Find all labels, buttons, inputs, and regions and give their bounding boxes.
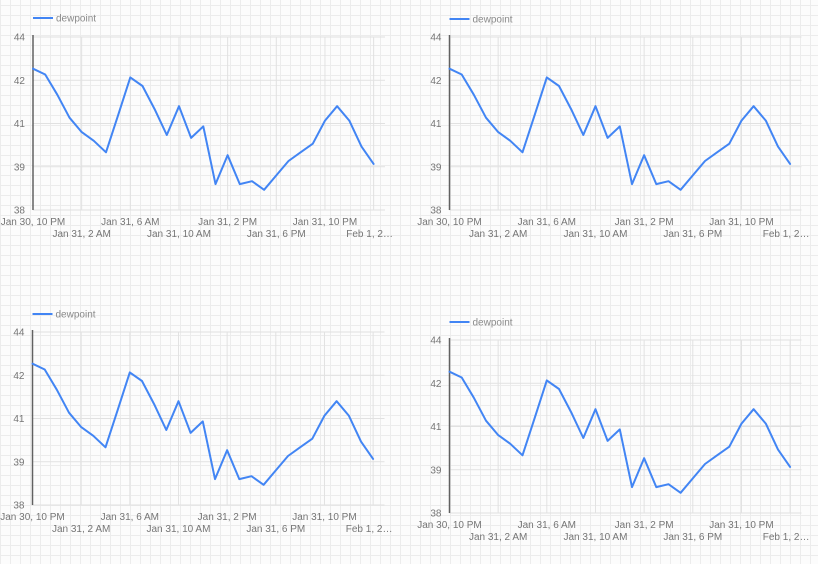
y-tick-label: 42	[430, 379, 442, 390]
legend: dewpoint	[32, 310, 96, 321]
y-tick-label: 39	[13, 457, 25, 468]
x-tick-label: Jan 31, 10 AM	[147, 229, 211, 240]
legend: dewpoint	[449, 15, 513, 26]
legend-label: dewpoint	[56, 310, 96, 321]
y-tick-label: 41	[14, 119, 26, 130]
chart-panel-top-right: 38 39 41 42 44 Jan 30, 10 PM Jan 31, 2 AM Jan 3…	[409, 0, 818, 282]
legend: dewpoint	[33, 14, 96, 25]
x-tick-label: Jan 31, 10 PM	[293, 217, 357, 228]
gridlines	[449, 339, 802, 514]
y-tick-label: 44	[430, 33, 442, 44]
legend-label: dewpoint	[473, 15, 513, 26]
x-tick-label: Jan 31, 2 AM	[469, 532, 527, 543]
y-tick-label: 38	[14, 206, 26, 217]
x-tick-label: Jan 31, 6 PM	[247, 229, 306, 240]
x-tick-label: Jan 31, 6 AM	[518, 217, 576, 228]
x-tick-label: Jan 31, 10 AM	[147, 524, 211, 535]
y-tick-label: 42	[13, 371, 25, 382]
y-tick-label: 44	[430, 336, 442, 347]
legend-label: dewpoint	[56, 14, 96, 25]
dewpoint-series-line[interactable]	[31, 362, 375, 486]
chart-panel-bottom-left: 38 39 41 42 44 Jan 30, 10 PM Jan 31, 2 AM Jan 3…	[0, 282, 409, 564]
x-tick-label: Jan 31, 2 PM	[198, 512, 257, 523]
y-tick-label: 39	[14, 162, 26, 173]
y-tick-label: 44	[13, 328, 25, 339]
x-tick-label: Jan 31, 6 AM	[101, 512, 159, 523]
dewpoint-series-line[interactable]	[32, 67, 375, 191]
x-tick-label: Jan 31, 10 AM	[564, 532, 628, 543]
x-tick-label: Jan 30, 10 PM	[417, 217, 481, 228]
y-axis-labels: 38 39 41 42 44	[430, 33, 442, 217]
x-tick-label: Jan 31, 2 AM	[52, 524, 110, 535]
y-tick-label: 44	[14, 33, 26, 44]
x-tick-label: Jan 31, 2 PM	[198, 217, 257, 228]
x-tick-label: Jan 31, 2 AM	[469, 229, 527, 240]
y-tick-label: 41	[430, 119, 442, 130]
x-tick-label: Jan 31, 10 PM	[292, 512, 356, 523]
y-tick-label: 39	[430, 162, 442, 173]
x-tick-label: Jan 31, 6 PM	[246, 524, 305, 535]
chart-panel-top-left: 38 39 41 42 44 Jan 30, 10 PM Jan 31, 2 AM Jan 3…	[0, 0, 409, 282]
x-tick-label: Jan 31, 10 AM	[564, 229, 628, 240]
dewpoint-series-line[interactable]	[448, 370, 792, 494]
dewpoint-series-line[interactable]	[448, 67, 792, 191]
y-tick-label: 41	[430, 422, 442, 433]
x-tick-label: Feb 1, 2…	[763, 532, 810, 543]
y-axis-labels: 38 39 41 42 44	[13, 328, 25, 512]
chart-panel-bottom-right: 38 39 41 42 44 Jan 30, 10 PM Jan 31, 2 AM Jan 3…	[409, 282, 818, 564]
x-tick-label: Feb 1, 2…	[346, 229, 393, 240]
x-tick-label: Jan 31, 6 PM	[663, 532, 722, 543]
y-tick-label: 38	[13, 501, 25, 512]
x-tick-label: Jan 31, 10 PM	[709, 217, 773, 228]
x-tick-label: Jan 31, 10 PM	[709, 520, 773, 531]
y-tick-label: 42	[14, 76, 26, 87]
gridlines	[449, 36, 802, 211]
x-tick-label: Jan 31, 6 AM	[518, 520, 576, 531]
x-tick-label: Jan 31, 2 AM	[52, 229, 110, 240]
x-tick-label: Jan 30, 10 PM	[1, 217, 65, 228]
x-tick-label: Jan 31, 6 AM	[101, 217, 159, 228]
y-tick-label: 38	[430, 206, 442, 217]
x-tick-label: Feb 1, 2…	[346, 524, 393, 535]
y-tick-label: 38	[430, 509, 442, 520]
x-tick-label: Jan 31, 2 PM	[615, 520, 674, 531]
gridlines	[33, 36, 385, 211]
gridlines	[32, 331, 385, 506]
x-tick-label: Jan 31, 2 PM	[615, 217, 674, 228]
legend: dewpoint	[449, 318, 513, 329]
y-axis-labels: 38 39 41 42 44	[14, 33, 26, 217]
y-tick-label: 42	[430, 76, 442, 87]
x-tick-label: Jan 31, 6 PM	[663, 229, 722, 240]
legend-label: dewpoint	[473, 318, 513, 329]
x-tick-label: Jan 30, 10 PM	[0, 512, 64, 523]
y-axis-labels: 38 39 41 42 44	[430, 336, 442, 520]
x-tick-label: Jan 30, 10 PM	[417, 520, 481, 531]
y-tick-label: 41	[13, 414, 25, 425]
y-tick-label: 39	[430, 465, 442, 476]
x-tick-label: Feb 1, 2…	[763, 229, 810, 240]
